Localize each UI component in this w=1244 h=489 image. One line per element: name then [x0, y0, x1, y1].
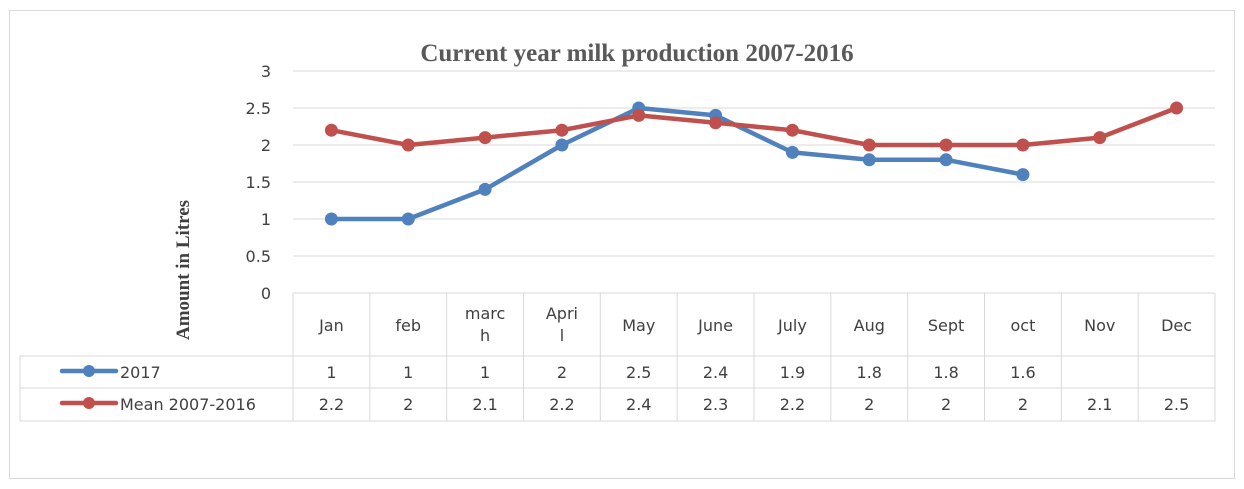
category-label: July	[777, 316, 807, 335]
category-label: June	[697, 316, 733, 335]
y-tick-label: 2.5	[246, 99, 271, 118]
series-lines	[324, 101, 1184, 226]
data-point	[401, 138, 415, 152]
legend-label: 2017	[120, 363, 161, 382]
data-point	[1093, 131, 1107, 145]
data-point	[324, 212, 338, 226]
gridlines	[293, 70, 1215, 257]
table-cell: 1.8	[933, 363, 958, 382]
table-cell: 2.2	[319, 395, 344, 414]
chart-labels: Current year milk production 2007-2016 A…	[120, 40, 1192, 414]
data-point	[478, 131, 492, 145]
data-point	[478, 182, 492, 196]
table-cell: 2	[557, 363, 567, 382]
data-point	[555, 123, 569, 137]
table-cell: 2	[864, 395, 874, 414]
category-label: Nov	[1084, 316, 1115, 335]
category-label: May	[622, 316, 655, 335]
table-cell: 2.3	[703, 395, 728, 414]
data-point	[862, 138, 876, 152]
series-line-1	[329, 105, 1179, 148]
category-label: feb	[395, 316, 421, 335]
y-tick-label: 1	[261, 210, 271, 229]
series-line-0	[329, 105, 1026, 222]
y-tick-label: 0.5	[246, 247, 271, 266]
y-axis-label: Amount in Litres	[173, 200, 194, 340]
table-cell: 2.2	[780, 395, 805, 414]
table-cell: 1.9	[780, 363, 805, 382]
table-cell: 2.1	[1087, 395, 1112, 414]
table-cell: 2.5	[626, 363, 651, 382]
data-table	[19, 292, 1216, 422]
table-cell: 1	[326, 363, 336, 382]
y-tick-label: 3	[261, 62, 271, 81]
data-point	[1170, 101, 1184, 115]
data-point	[785, 123, 799, 137]
chart-container	[9, 10, 1235, 479]
y-tick-label: 2	[261, 136, 271, 155]
category-label: Aug	[854, 316, 885, 335]
table-cell: 2	[1018, 395, 1028, 414]
data-point	[555, 138, 569, 152]
category-label: Jan	[318, 316, 344, 335]
data-point	[939, 138, 953, 152]
data-point	[709, 116, 723, 130]
category-label: marc h	[465, 304, 505, 345]
table-cell: 1.6	[1010, 363, 1035, 382]
legend-label: Mean 2007-2016	[120, 395, 256, 414]
table-cell: 2.1	[472, 395, 497, 414]
chart-title: Current year milk production 2007-2016	[420, 40, 853, 67]
data-point	[401, 212, 415, 226]
table-cell: 1	[403, 363, 413, 382]
table-cell: 1.8	[857, 363, 882, 382]
data-point	[862, 153, 876, 167]
category-label: Apri l	[546, 304, 578, 345]
table-cell: 2.2	[549, 395, 574, 414]
table-cell: 1	[480, 363, 490, 382]
table-cell: 2	[403, 395, 413, 414]
category-label: oct	[1010, 316, 1035, 335]
y-tick-label: 1.5	[246, 173, 271, 192]
table-cell: 2	[941, 395, 951, 414]
table-cell: 2.4	[703, 363, 728, 382]
y-tick-label: 0	[261, 284, 271, 303]
table-cell: 2.5	[1164, 395, 1189, 414]
table-cell: 2.4	[626, 395, 651, 414]
data-point	[785, 145, 799, 159]
data-point	[324, 123, 338, 137]
legend-key-marker	[83, 397, 95, 409]
data-point	[632, 108, 646, 122]
data-point	[1016, 168, 1030, 182]
data-point	[1016, 138, 1030, 152]
category-label: Dec	[1161, 316, 1192, 335]
category-label: Sept	[928, 316, 964, 335]
legend-key-marker	[83, 365, 95, 377]
data-point	[939, 153, 953, 167]
